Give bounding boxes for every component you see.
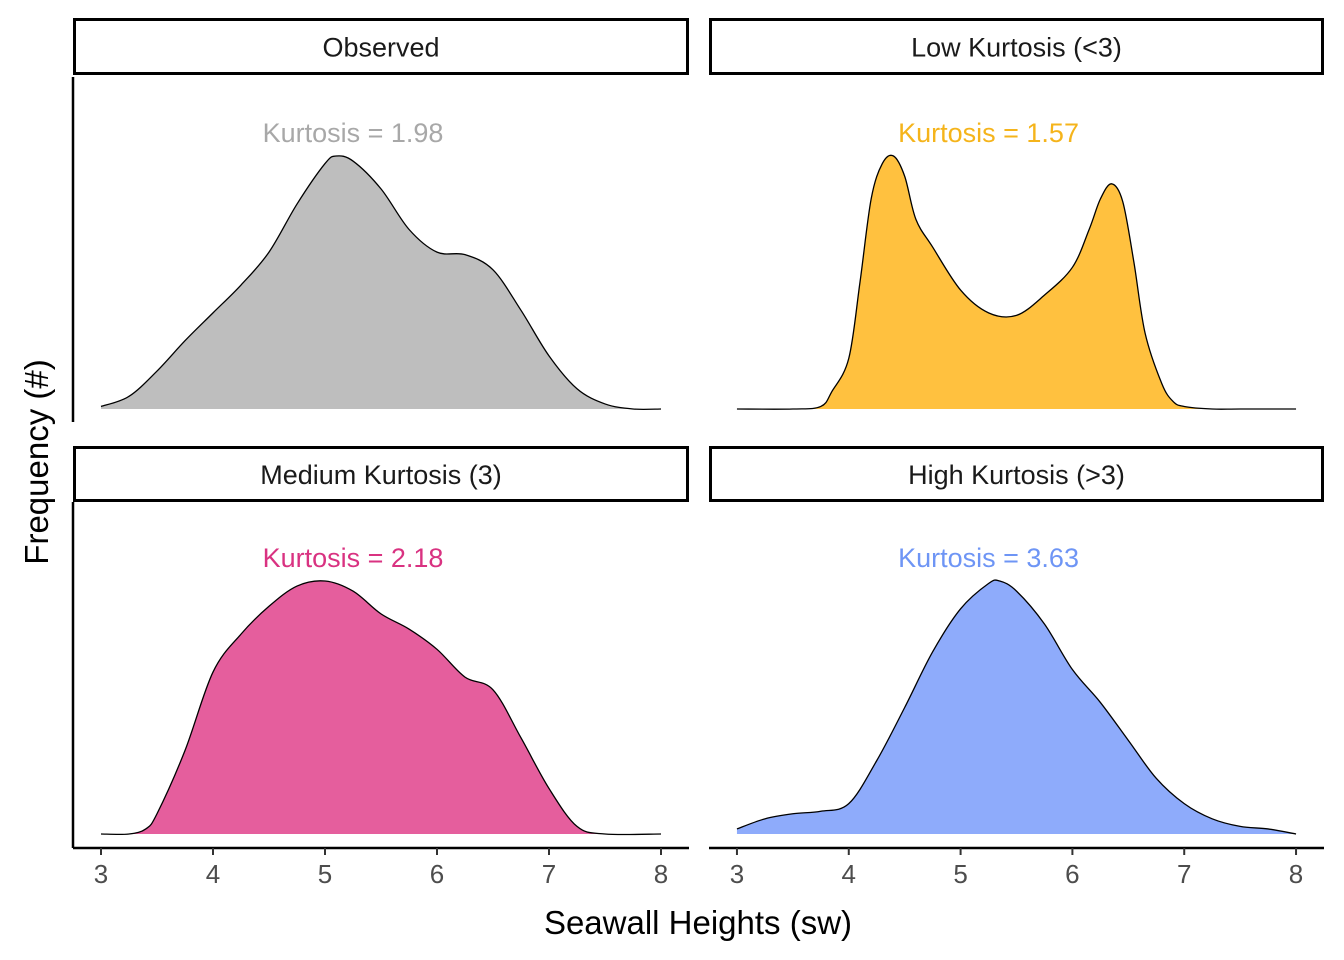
x-tick-label: 4 (842, 859, 856, 889)
strip-box (73, 446, 689, 502)
x-tick-label: 3 (730, 859, 744, 889)
strip-label: Low Kurtosis (<3) (911, 33, 1122, 63)
y-axis-title: Frequency (#) (18, 359, 55, 564)
density-area (736, 155, 1297, 410)
x-tick-label: 8 (654, 859, 668, 889)
density-line (100, 580, 662, 836)
panel-low-kurtosis-3: Low Kurtosis (<3) Kurtosis = 1.57 (709, 18, 1324, 410)
density-line (100, 155, 662, 411)
x-axis-title: Seawall Heights (sw) (544, 904, 852, 941)
panels-layer: Observed Kurtosis = 1.98 Low Kurtosis (<3)… (73, 18, 1324, 836)
strip-box (73, 18, 689, 75)
density-area (101, 580, 661, 835)
density-area (736, 580, 1297, 834)
x-tick-label: 5 (953, 859, 967, 889)
panel-medium-kurtosis-3: Medium Kurtosis (3) Kurtosis = 2.18 (73, 446, 689, 836)
x-tick-label: 7 (1177, 859, 1191, 889)
x-tick-label: 6 (1065, 859, 1079, 889)
density-area (101, 155, 661, 410)
x-tick-label: 7 (542, 859, 556, 889)
density-line (736, 579, 1297, 835)
x-tick-label: 8 (1289, 859, 1303, 889)
kurtosis-label: Kurtosis = 1.57 (898, 118, 1079, 148)
strip-label: High Kurtosis (>3) (908, 460, 1125, 490)
axes-layer: 3 4 5 6 7 8 3 4 5 6 7 8 (71, 77, 1324, 889)
x-tick-label: 4 (206, 859, 220, 889)
panel-observed: Observed Kurtosis = 1.98 (73, 18, 689, 411)
strip-box (709, 18, 1324, 75)
strip-box (709, 446, 1324, 502)
kurtosis-label: Kurtosis = 2.18 (263, 543, 444, 573)
strip-label: Observed (322, 33, 439, 63)
kurtosis-label: Kurtosis = 1.98 (263, 118, 444, 148)
x-tick-label: 5 (318, 859, 332, 889)
strip-label: Medium Kurtosis (3) (260, 460, 502, 490)
x-tick-label: 3 (94, 859, 108, 889)
x-tick-label: 6 (430, 859, 444, 889)
panel-high-kurtosis-3: High Kurtosis (>3) Kurtosis = 3.63 (709, 446, 1324, 835)
kurtosis-label: Kurtosis = 3.63 (898, 543, 1079, 573)
density-line (736, 154, 1297, 410)
